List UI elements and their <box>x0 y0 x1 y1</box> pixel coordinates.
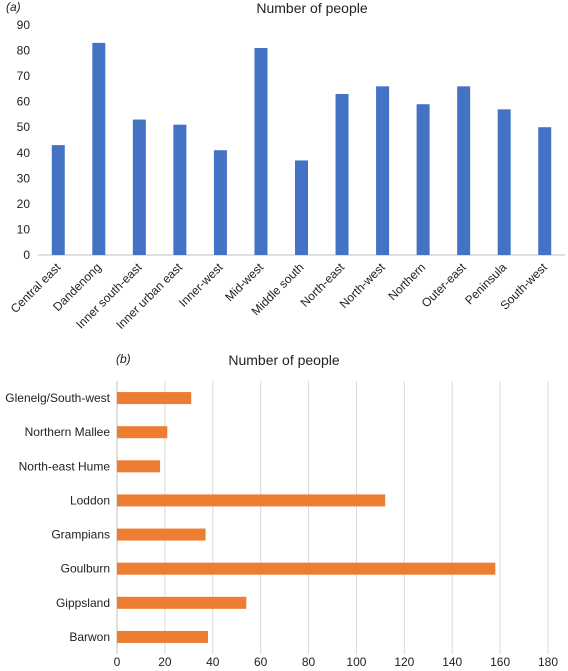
y-tick-label: 50 <box>17 120 31 134</box>
chart-b-bars <box>117 392 496 643</box>
x-tick-label: 0 <box>114 655 121 669</box>
chart-b-gridlines <box>164 381 549 654</box>
y-tick-label: 0 <box>23 248 30 262</box>
y-tick-label: Gippsland <box>56 596 110 610</box>
bar <box>335 94 349 255</box>
y-tick-label: Northern Mallee <box>25 425 111 439</box>
y-tick-label: Grampians <box>51 528 110 542</box>
x-tick-label: 160 <box>490 655 510 669</box>
x-tick-label: 100 <box>346 655 366 669</box>
bar <box>132 119 146 255</box>
bar <box>538 127 552 255</box>
chart-a-bars <box>51 42 552 256</box>
chart-a-y-ticks: 0 10 20 30 40 50 60 70 80 90 <box>17 18 31 262</box>
chart-b-panel-label: (b) <box>116 352 131 366</box>
bar <box>117 494 386 507</box>
chart-b-title: Number of people <box>228 352 340 368</box>
bar <box>117 596 247 609</box>
y-tick-label: 30 <box>17 171 31 185</box>
y-tick-label: 10 <box>17 222 31 236</box>
bar <box>117 562 496 575</box>
x-tick-label: 120 <box>394 655 414 669</box>
bar <box>117 630 208 643</box>
bar <box>457 86 471 255</box>
bar <box>173 124 187 256</box>
y-tick-label: 90 <box>17 18 31 32</box>
bar <box>213 150 227 255</box>
y-tick-label: 40 <box>17 146 31 160</box>
bar <box>117 460 161 473</box>
bar <box>295 160 308 255</box>
x-tick-label: 180 <box>538 655 558 669</box>
y-tick-label: Glenelg/South-west <box>5 391 110 405</box>
chart-a-title: Number of people <box>256 0 368 16</box>
x-tick-label: Inner-west <box>176 260 226 310</box>
y-tick-label: 70 <box>17 69 31 83</box>
x-tick-label: 60 <box>254 655 268 669</box>
x-tick-label: 40 <box>206 655 220 669</box>
x-tick-label: 140 <box>442 655 462 669</box>
y-tick-label: 60 <box>17 95 31 109</box>
x-tick-label: 80 <box>302 655 316 669</box>
bar <box>117 392 192 405</box>
bar <box>117 426 168 439</box>
bar <box>376 86 390 255</box>
x-tick-label: Outer-east <box>419 260 469 310</box>
y-tick-label: Loddon <box>70 493 110 507</box>
y-tick-label: 20 <box>17 197 31 211</box>
chart-b: (b) Number of people Glenelg/South-west N… <box>5 352 558 669</box>
bar <box>92 42 106 256</box>
bar <box>254 48 268 255</box>
y-tick-label: North-east Hume <box>19 459 111 473</box>
y-tick-label: Goulburn <box>61 562 110 576</box>
chart-b-y-ticks: Glenelg/South-west Northern Mallee North-e… <box>5 391 110 644</box>
bar <box>416 104 430 255</box>
chart-a-panel-label: (a) <box>6 0 21 14</box>
bar <box>497 109 511 255</box>
chart-a: (a) Number of people 0 10 20 30 40 50 60 70 80 90… <box>6 0 565 332</box>
bar <box>51 145 65 255</box>
y-tick-label: Barwon <box>69 630 110 644</box>
y-tick-label: 80 <box>17 44 31 58</box>
x-tick-label: 20 <box>158 655 172 669</box>
chart-b-x-ticks: 0 20 40 60 80 100 120 140 160 180 <box>114 655 559 669</box>
bar <box>117 528 206 541</box>
